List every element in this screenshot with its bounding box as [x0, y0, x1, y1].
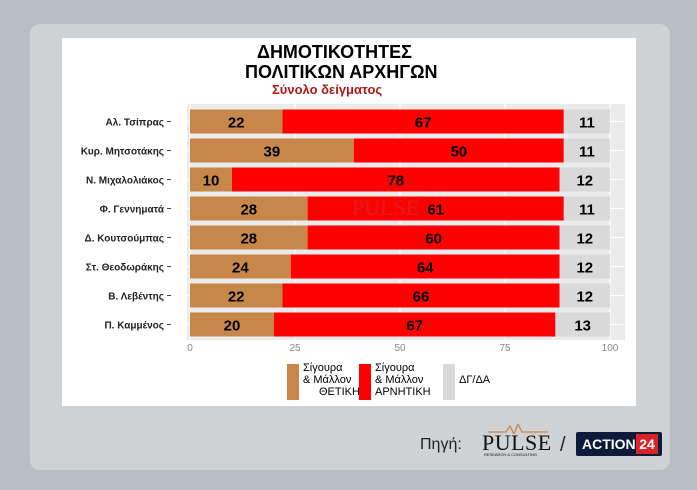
bar-segment — [559, 225, 610, 250]
bar-value-label: 28 — [240, 202, 257, 219]
bar-value-label: 60 — [425, 231, 442, 248]
legend-negative-line-3: ΑΡΝΗΤΙΚΗ — [375, 386, 431, 398]
pulse-logo: PULSE RESEARCH & CONSULTING — [482, 424, 554, 458]
legend-negative-line-2: & Μάλλον — [375, 374, 424, 386]
bar-segment — [563, 138, 610, 163]
x-tick-label: 100 — [602, 343, 619, 354]
legend-label-negative: Σίγουρα & Μάλλον ΑΡΝΗΤΙΚΗ — [375, 362, 431, 398]
x-tick-label: 50 — [394, 343, 406, 354]
legend-positive-line-3: ΘΕΤΙΚΗ — [319, 386, 360, 398]
x-tick-label: 0 — [187, 343, 193, 354]
bar-segment — [274, 312, 556, 337]
category-label: Ν. Μιχαλολιάκος — [86, 176, 164, 187]
pulse-logo-subtext: RESEARCH & CONSULTING — [484, 452, 538, 457]
bar-value-label: 20 — [224, 318, 241, 335]
bar-value-label: 11 — [579, 144, 595, 161]
category-label: Αλ. Τσίπρας — [105, 118, 164, 129]
pulse-watermark: PULSE — [352, 195, 420, 220]
bar-segment — [190, 167, 232, 192]
bar-segment — [282, 283, 560, 308]
bar-value-label: 13 — [574, 318, 591, 335]
bar-segment — [190, 138, 354, 163]
bar-segment — [190, 109, 283, 134]
bar-value-label: 12 — [576, 173, 593, 190]
bar-segment — [559, 254, 610, 279]
chart-subtitle: Σύνολο δείγματος — [272, 82, 383, 97]
bar-segment — [559, 167, 610, 192]
legend-neutral-line-1: ΔΓ/ΔΑ — [459, 374, 491, 386]
bar-value-label: 28 — [240, 231, 257, 248]
bar-value-label: 22 — [228, 115, 245, 132]
bar-value-label: 11 — [579, 202, 595, 219]
category-label: Κυρ. Μητσοτάκης — [81, 147, 164, 158]
category-label: Φ. Γεννηματά — [100, 205, 165, 216]
bar-value-label: 24 — [232, 260, 249, 277]
bar-value-label: 67 — [415, 115, 432, 132]
pulse-heartbeat-icon — [488, 424, 548, 434]
bar-segment — [190, 283, 283, 308]
title-line-1: ΔΗΜΟΤΙΚΟΤΗΤΕΣ — [257, 42, 412, 62]
category-label: Β. Λεβέντης — [108, 292, 164, 303]
legend-swatch-negative — [359, 364, 371, 400]
legend-swatch-neutral — [443, 364, 455, 400]
x-tick-label: 25 — [289, 343, 301, 354]
bar-segment — [282, 109, 564, 134]
bar-value-label: 64 — [417, 260, 434, 277]
bar-segment — [190, 312, 274, 337]
bar-value-label: 11 — [579, 115, 595, 132]
pulse-logo-text: PULSE — [482, 430, 552, 455]
legend-label-positive: Σίγουρα & Μάλλον ΘΕΤΙΚΗ — [303, 362, 360, 398]
bar-value-label: 78 — [387, 173, 404, 190]
bar-value-label: 12 — [576, 260, 593, 277]
bar-value-label: 61 — [427, 202, 444, 219]
bar-segment — [307, 196, 564, 221]
action24-logo-number: 24 — [636, 434, 658, 454]
legend-label-neutral: ΔΓ/ΔΑ — [459, 374, 490, 386]
legend-positive-line-2: & Μάλλον — [303, 374, 352, 386]
bar-value-label: 12 — [576, 289, 593, 306]
bar-segment — [290, 254, 560, 279]
bar-value-label: 39 — [264, 144, 281, 161]
bar-value-label: 12 — [576, 231, 593, 248]
title-line-2: ΠΟΛΙΤΙΚΩΝ ΑΡΧΗΓΩΝ — [245, 62, 438, 82]
footer-source: Πηγή: PULSE RESEARCH & CONSULTING / ACTI… — [420, 424, 670, 458]
bar-segment — [353, 138, 564, 163]
legend-negative-line-1: Σίγουρα — [375, 362, 415, 374]
category-label: Δ. Κουτσούμπας — [85, 234, 164, 245]
bar-value-label: 66 — [413, 289, 430, 306]
bar-segment — [232, 167, 560, 192]
category-label: Στ. Θεοδωράκης — [86, 263, 164, 274]
bar-segment — [307, 225, 560, 250]
bar-value-label: 67 — [406, 318, 423, 335]
action24-logo-text: ACTION — [582, 436, 636, 452]
bar-segment — [190, 225, 308, 250]
source-separator: / — [560, 434, 566, 456]
x-tick-label: 75 — [499, 343, 511, 354]
category-label: Π. Καμμένος — [104, 321, 164, 332]
legend-positive-line-1: Σίγουρα — [303, 362, 343, 374]
source-label: Πηγή: — [420, 436, 462, 453]
bar-value-label: 22 — [228, 289, 245, 306]
legend-swatch-positive — [287, 364, 299, 400]
action24-logo: ACTION 24 — [576, 432, 662, 456]
bar-value-label: 10 — [203, 173, 220, 190]
bar-segment — [190, 254, 291, 279]
bar-segment — [563, 196, 610, 221]
bar-segment — [563, 109, 610, 134]
bar-segment — [559, 283, 610, 308]
bar-value-label: 50 — [450, 144, 467, 161]
bar-segment — [555, 312, 610, 337]
bar-segment — [190, 196, 308, 221]
